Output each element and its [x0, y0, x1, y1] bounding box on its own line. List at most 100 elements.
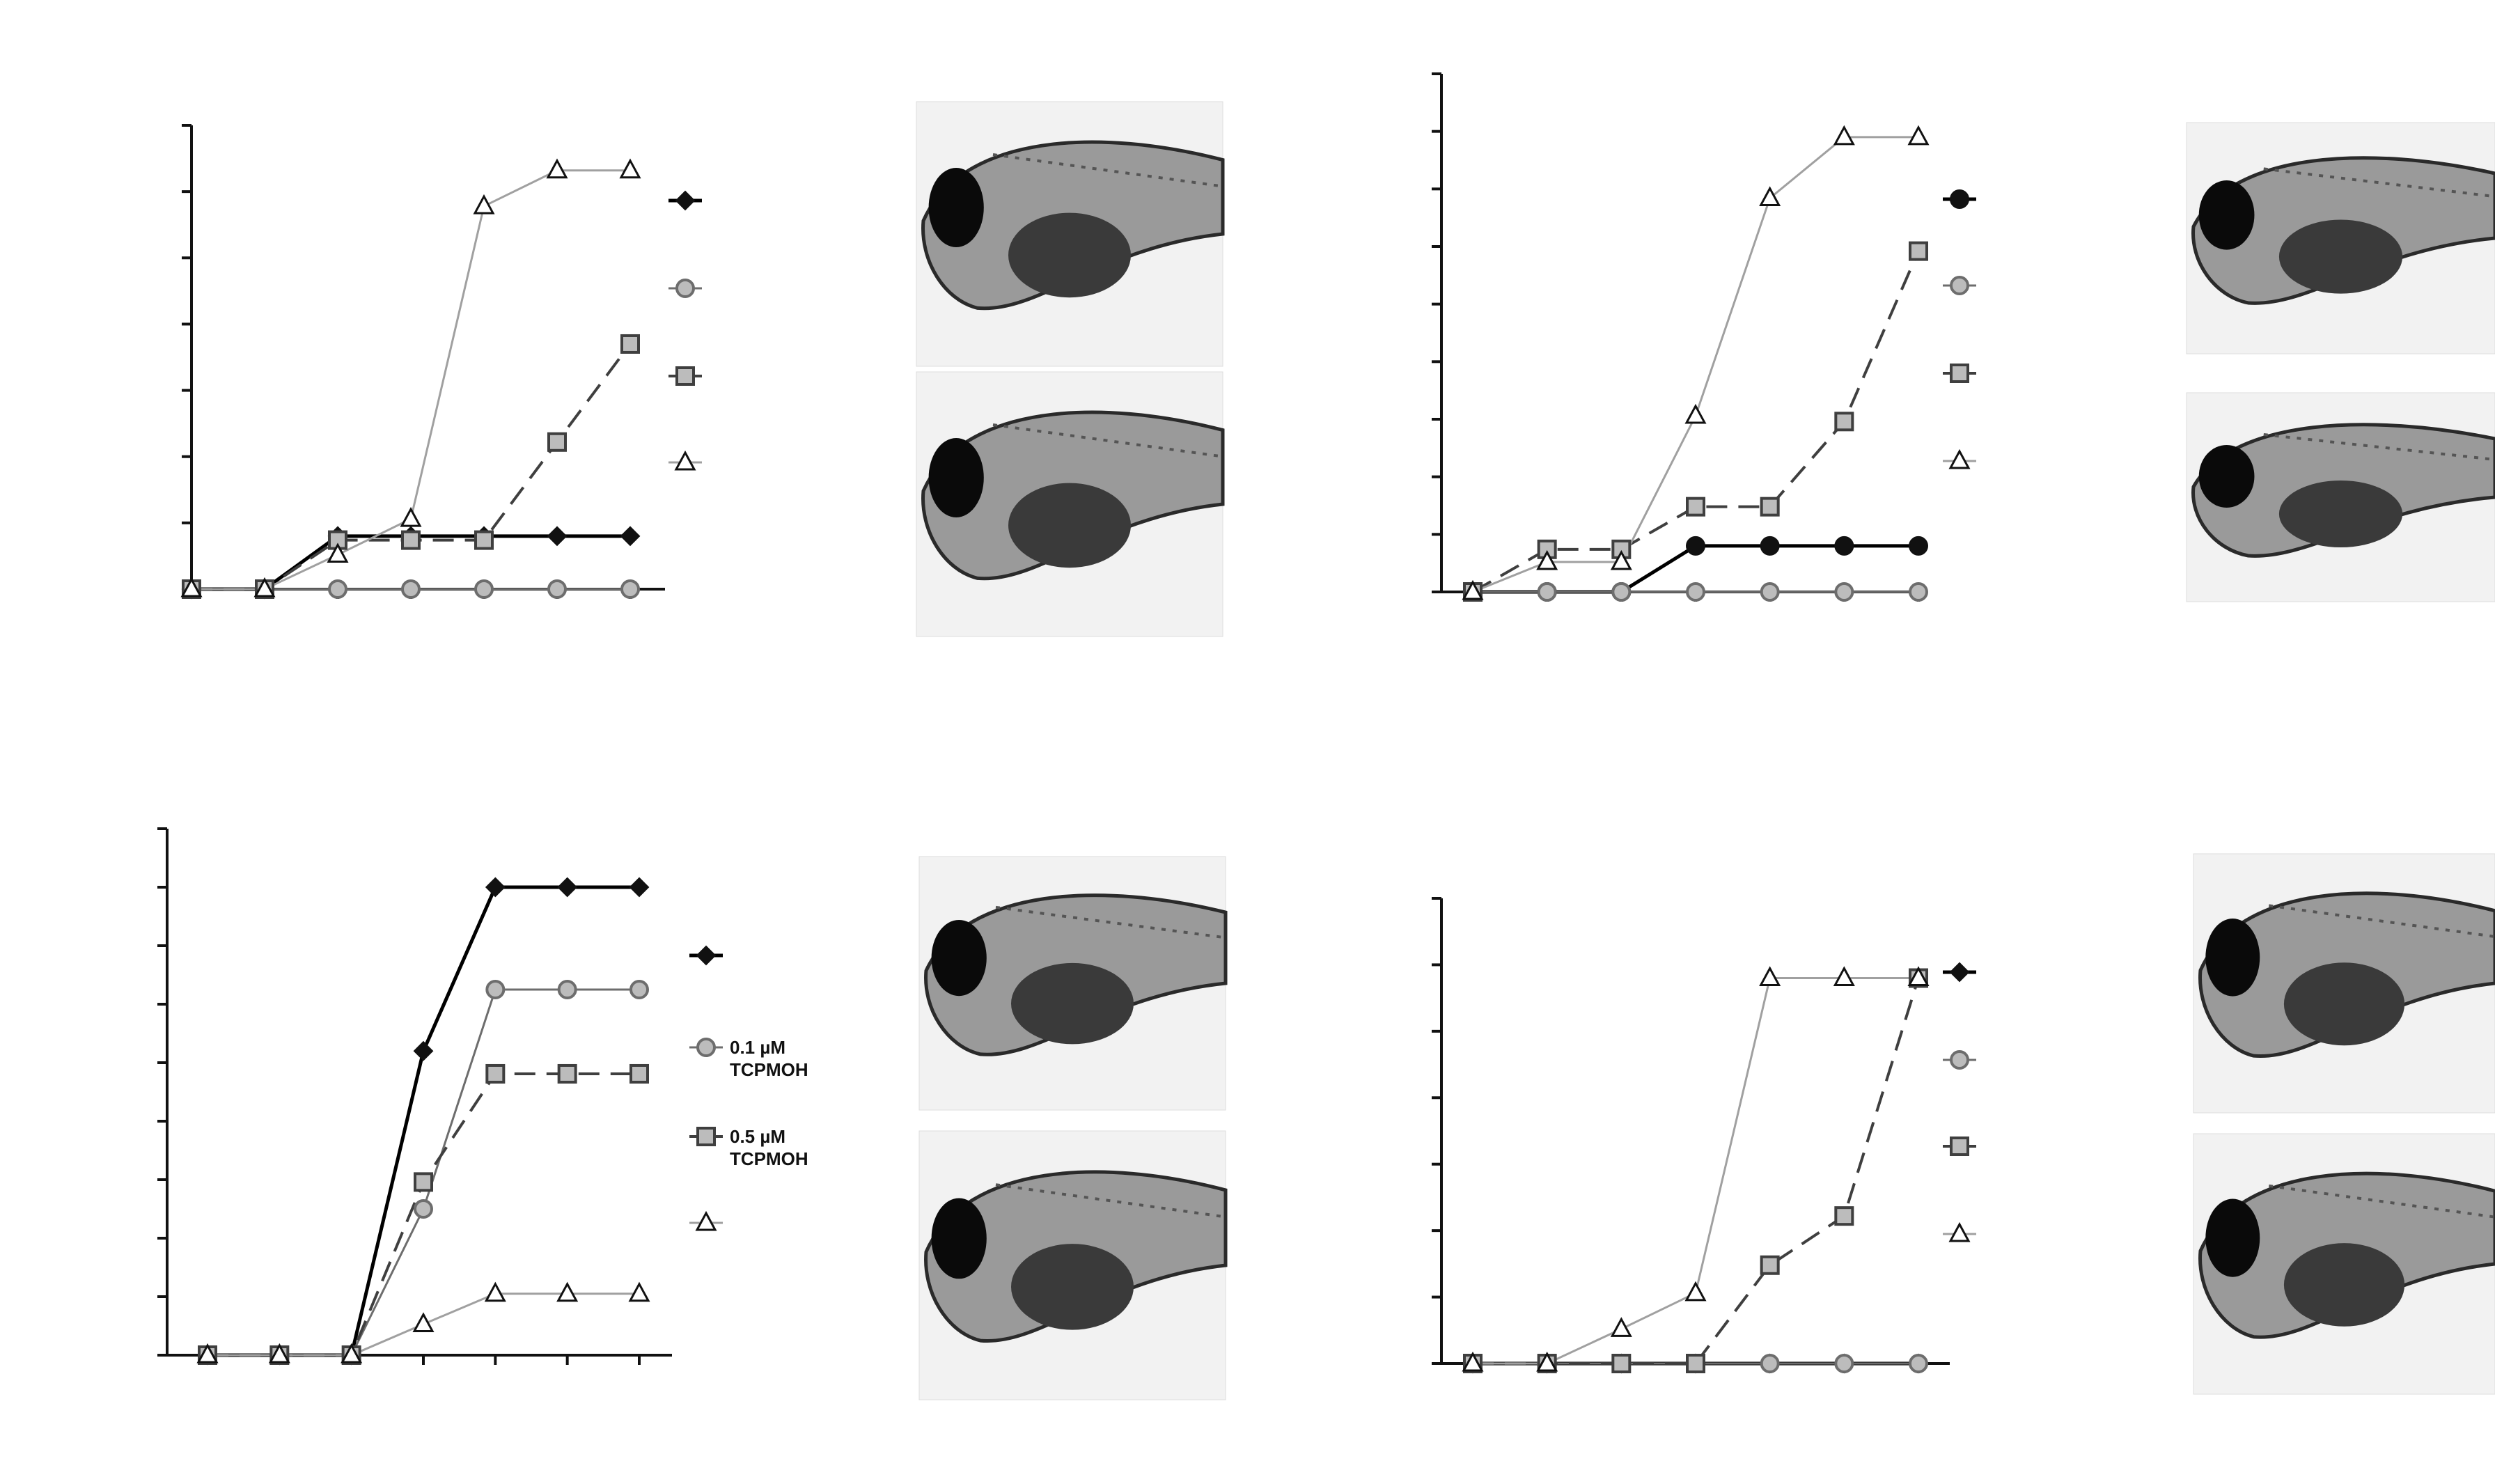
data-point [1834, 1354, 1854, 1373]
data-point [328, 579, 347, 599]
larva-pigment [2268, 1184, 2495, 1219]
data-point [1760, 1255, 1780, 1275]
data-point [1462, 1351, 1484, 1372]
data-point [1686, 1354, 1705, 1373]
data-point [1760, 582, 1780, 602]
larva-yolk [2278, 219, 2403, 294]
data-point [414, 1199, 433, 1219]
data-point [401, 530, 421, 550]
data-point [620, 526, 641, 547]
legend-label: 0.1 µM TCPMOH [730, 1037, 808, 1080]
data-point [1759, 186, 1781, 207]
larva-photo [916, 371, 1225, 637]
legend-marker [674, 450, 696, 471]
legend-marker [1948, 1221, 1971, 1242]
data-point [629, 877, 650, 898]
legend-marker [695, 1210, 717, 1231]
data-point [1759, 966, 1781, 987]
series-line [191, 343, 632, 591]
data-point [1907, 966, 1930, 987]
legend-label-line: 0.1 µM [730, 1037, 785, 1058]
data-point [474, 579, 494, 599]
data-point [268, 1343, 290, 1364]
larva-eye [2198, 180, 2255, 250]
larva-yolk [2283, 962, 2405, 1046]
legend-label-line: 0.5 µM [730, 1126, 785, 1147]
larva-yolk [2278, 481, 2403, 547]
data-point [547, 579, 567, 599]
larva-pigment [992, 153, 1223, 188]
data-point [619, 158, 641, 179]
larva-pigment [995, 905, 1226, 939]
larva-eye [931, 1198, 987, 1279]
series-line [1472, 136, 1918, 593]
data-point [1833, 125, 1855, 146]
data-point [1686, 582, 1705, 602]
data-point [1686, 536, 1705, 556]
larva-photo [918, 1130, 1228, 1400]
larva-pigment [2268, 904, 2495, 939]
larva-photo [2193, 1133, 2495, 1395]
data-point [547, 526, 568, 547]
data-point [1536, 1351, 1558, 1372]
legend-marker [1950, 189, 1969, 209]
data-point [414, 1172, 433, 1192]
data-point [1833, 966, 1855, 987]
legend-marker [675, 366, 695, 386]
larva-photo [2193, 853, 2495, 1114]
data-point [1834, 536, 1854, 556]
data-point [485, 980, 506, 999]
data-point [1909, 536, 1928, 556]
data-point [1909, 582, 1928, 602]
panel-b [1432, 72, 2495, 602]
data-point [196, 1343, 219, 1364]
data-point [1834, 412, 1854, 432]
larva-eye [928, 168, 984, 247]
larva-yolk [1011, 1244, 1134, 1330]
legend-marker [675, 279, 695, 298]
larva-photo [916, 101, 1225, 367]
larva-photo [2186, 392, 2495, 602]
data-point [1686, 497, 1705, 517]
data-point [1684, 1281, 1707, 1302]
legend-marker [1950, 364, 1969, 383]
data-point [327, 542, 349, 563]
data-point [474, 530, 494, 550]
data-point [546, 158, 568, 179]
data-point [1536, 549, 1558, 570]
data-point [620, 579, 640, 599]
data-point [413, 1040, 434, 1061]
data-point [557, 980, 577, 999]
larva-eye [931, 920, 987, 997]
data-point [1537, 582, 1557, 602]
data-point [253, 577, 276, 597]
data-point [1610, 1317, 1632, 1337]
data-point [620, 334, 640, 354]
legend-marker [1949, 962, 1970, 983]
data-point [400, 506, 422, 527]
larva-pigment [995, 1183, 1226, 1219]
larva-eye [928, 438, 984, 517]
data-point [1760, 1354, 1780, 1373]
larva-yolk [2283, 1243, 2405, 1327]
series-line [1473, 977, 1920, 1365]
data-point [629, 1063, 649, 1084]
data-point [1834, 582, 1854, 602]
data-point [557, 1063, 577, 1084]
data-point [629, 980, 649, 999]
data-point [1611, 582, 1632, 602]
data-point [1610, 549, 1632, 570]
data-point [1611, 1354, 1632, 1373]
legend-marker [696, 1038, 716, 1057]
legend-marker [1950, 1050, 1969, 1070]
larva-photo [918, 856, 1228, 1111]
data-point [485, 1063, 506, 1084]
data-point [1684, 403, 1707, 424]
data-point [1907, 125, 1930, 146]
data-point [412, 1312, 435, 1332]
larva-pigment [992, 423, 1223, 458]
legend-marker [1948, 448, 1971, 469]
data-point [1834, 1206, 1854, 1226]
